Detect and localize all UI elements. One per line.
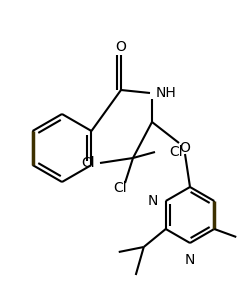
- Text: O: O: [116, 40, 126, 54]
- Text: N: N: [185, 253, 195, 267]
- Text: O: O: [180, 141, 190, 155]
- Text: N: N: [147, 194, 158, 208]
- Text: Cl: Cl: [113, 181, 127, 195]
- Text: NH: NH: [156, 86, 177, 100]
- Text: Cl: Cl: [81, 156, 95, 170]
- Text: Cl: Cl: [169, 145, 183, 159]
